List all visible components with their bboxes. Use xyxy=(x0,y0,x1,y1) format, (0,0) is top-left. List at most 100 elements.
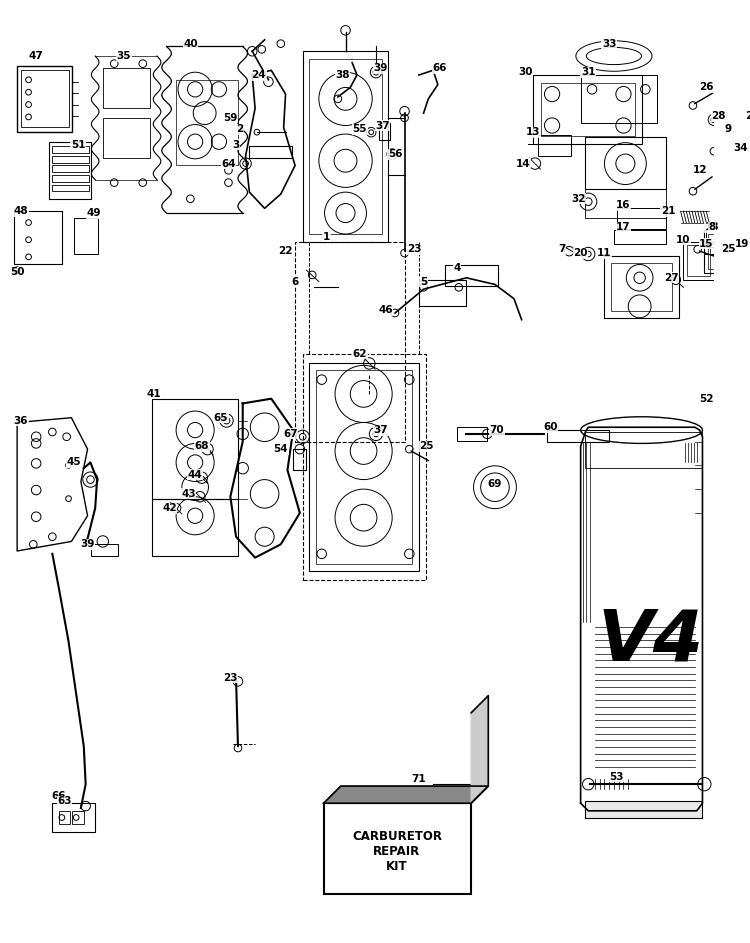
Bar xyxy=(53,165,88,173)
Text: KIT: KIT xyxy=(386,861,408,873)
Text: 67: 67 xyxy=(283,429,298,438)
Text: 10: 10 xyxy=(676,235,691,245)
Bar xyxy=(72,811,84,824)
Text: 37: 37 xyxy=(375,121,390,130)
Text: 44: 44 xyxy=(188,470,202,480)
Text: 14: 14 xyxy=(516,158,531,169)
Text: 12: 12 xyxy=(692,165,706,175)
Bar xyxy=(295,241,404,441)
Text: 28: 28 xyxy=(712,111,726,121)
Text: 4: 4 xyxy=(453,263,460,273)
Text: CARBURETOR: CARBURETOR xyxy=(352,830,442,843)
Bar xyxy=(586,190,666,218)
Polygon shape xyxy=(324,786,488,803)
Text: 23: 23 xyxy=(223,672,238,683)
Bar xyxy=(50,141,92,199)
Text: 43: 43 xyxy=(182,488,196,499)
Text: 7: 7 xyxy=(558,244,566,255)
Bar xyxy=(683,241,714,280)
Text: 27: 27 xyxy=(664,273,678,283)
Bar xyxy=(152,499,238,555)
Text: 2: 2 xyxy=(236,124,244,134)
Text: 5: 5 xyxy=(420,276,428,287)
Bar xyxy=(604,256,679,318)
Bar xyxy=(92,544,118,555)
Text: 36: 36 xyxy=(13,416,28,425)
Text: 30: 30 xyxy=(518,67,532,77)
Text: 48: 48 xyxy=(13,207,28,216)
Text: 45: 45 xyxy=(67,457,82,468)
Text: 3: 3 xyxy=(232,140,240,150)
Text: 51: 51 xyxy=(70,140,86,150)
Text: 39: 39 xyxy=(80,539,94,550)
Text: 40: 40 xyxy=(183,39,198,49)
Text: 52: 52 xyxy=(699,393,713,404)
Bar xyxy=(541,83,635,136)
Text: 31: 31 xyxy=(581,67,596,77)
Bar xyxy=(59,811,70,824)
Bar xyxy=(303,354,427,581)
Bar xyxy=(53,146,88,153)
Text: 69: 69 xyxy=(488,479,502,489)
Text: 33: 33 xyxy=(602,39,616,49)
Bar xyxy=(293,449,307,470)
Bar xyxy=(17,65,72,132)
Text: 47: 47 xyxy=(28,51,44,61)
Text: REPAIR: REPAIR xyxy=(374,845,421,858)
Text: 21: 21 xyxy=(661,207,676,216)
Bar xyxy=(586,432,701,468)
Text: 41: 41 xyxy=(147,389,161,399)
Bar xyxy=(14,211,62,263)
Text: 8: 8 xyxy=(708,223,716,232)
Bar xyxy=(250,146,292,157)
Text: 37: 37 xyxy=(374,425,388,435)
Text: 29: 29 xyxy=(745,111,750,121)
Bar xyxy=(533,75,643,143)
Bar xyxy=(379,123,390,140)
Bar xyxy=(538,135,571,156)
Bar xyxy=(704,230,744,273)
Text: 46: 46 xyxy=(378,306,393,315)
Bar xyxy=(53,185,88,191)
Text: 19: 19 xyxy=(735,239,750,249)
Text: 18: 18 xyxy=(705,223,719,232)
Text: 13: 13 xyxy=(526,127,540,137)
Text: 66: 66 xyxy=(433,63,447,74)
Bar xyxy=(446,265,498,287)
Text: 6: 6 xyxy=(292,276,298,287)
Text: 63: 63 xyxy=(58,796,72,806)
Text: 34: 34 xyxy=(734,143,748,154)
Bar xyxy=(309,58,382,234)
Bar xyxy=(303,51,388,241)
Bar xyxy=(704,244,744,254)
Bar xyxy=(53,803,95,832)
Text: 39: 39 xyxy=(374,63,388,74)
Bar xyxy=(457,427,488,440)
Text: 68: 68 xyxy=(194,441,209,452)
Text: 71: 71 xyxy=(412,774,426,785)
Bar xyxy=(586,137,666,190)
Text: 25: 25 xyxy=(419,441,434,452)
Text: 1: 1 xyxy=(322,232,330,241)
Text: 23: 23 xyxy=(406,244,422,255)
Bar xyxy=(324,803,471,894)
Text: 60: 60 xyxy=(543,422,557,432)
Text: 38: 38 xyxy=(335,70,350,80)
Bar xyxy=(103,118,151,157)
Text: V4: V4 xyxy=(597,607,703,676)
Text: 15: 15 xyxy=(699,239,713,249)
Text: 11: 11 xyxy=(597,248,612,258)
Text: 55: 55 xyxy=(352,124,367,134)
Bar xyxy=(152,399,238,499)
Bar xyxy=(74,218,98,254)
Bar xyxy=(586,802,701,819)
Text: 50: 50 xyxy=(10,267,25,277)
Bar xyxy=(687,245,710,276)
Bar xyxy=(706,230,733,247)
Text: 42: 42 xyxy=(162,504,177,513)
Bar xyxy=(316,371,413,564)
Text: 22: 22 xyxy=(278,246,292,256)
Bar xyxy=(580,75,657,123)
Text: 62: 62 xyxy=(352,349,367,359)
Text: 16: 16 xyxy=(616,201,631,210)
